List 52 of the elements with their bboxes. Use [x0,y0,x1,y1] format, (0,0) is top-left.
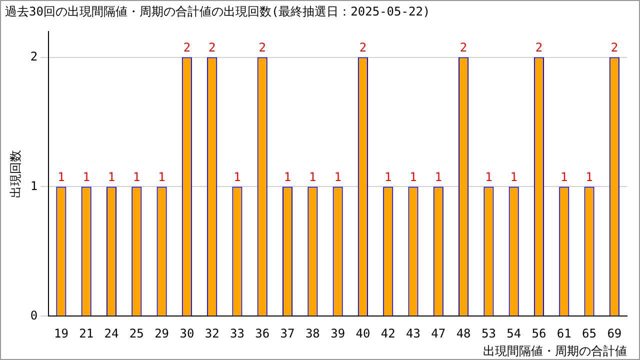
data-label: 2 [610,40,618,54]
x-tick-label: 30 [180,326,194,341]
data-label: 1 [384,170,392,184]
data-label: 1 [485,170,492,184]
x-tick-label: 37 [280,326,295,341]
x-tick-label: 54 [506,326,522,341]
x-tick-label: 69 [607,326,622,341]
x-tick-label: 33 [230,326,244,341]
data-label: 2 [359,40,367,54]
data-label: 1 [108,170,116,184]
data-label: 1 [133,170,140,184]
x-tick-label: 56 [532,326,546,341]
x-tick-label: 47 [431,326,446,341]
data-label: 2 [535,40,543,54]
data-label: 2 [258,40,266,54]
chart-title: 過去30回の出現間隔値・周期の合計値の出現回数(最終抽選日：2025-05-22) [5,4,430,18]
y-axis-title: 出現回数 [8,150,22,198]
x-axis-title: 出現間隔値・周期の合計値 [483,344,627,358]
x-tick-label: 36 [255,326,270,341]
data-label: 1 [158,170,166,184]
x-tick-label: 53 [481,326,496,341]
x-tick-label: 25 [129,326,144,341]
x-tick-label: 32 [204,326,220,341]
x-tick-label: 65 [582,326,597,341]
x-tick-label: 21 [79,326,94,341]
data-label: 2 [183,40,191,54]
x-tick-label: 42 [380,326,396,341]
data-label: 1 [510,170,518,184]
data-label: 2 [208,40,216,54]
x-tick-label: 39 [330,326,346,341]
data-label: 1 [434,170,442,184]
data-label: 1 [234,170,241,184]
x-tick-label: 19 [54,326,68,341]
data-label: 1 [586,170,593,184]
data-label: 1 [334,170,342,184]
data-label: 1 [560,170,568,184]
data-label: 2 [460,40,468,54]
y-tick-label: 2 [30,49,38,64]
x-tick-label: 40 [356,326,370,341]
x-tick-label: 38 [305,326,320,341]
data-label: 1 [410,170,417,184]
x-tick-label: 43 [406,326,420,341]
y-tick-label: 1 [30,178,38,193]
x-tick-label: 48 [456,326,471,341]
y-tick-label: 0 [30,308,38,322]
data-label: 1 [58,170,65,184]
x-tick-label: 24 [104,326,119,341]
x-tick-label: 61 [556,326,572,341]
data-label: 1 [82,170,90,184]
x-tick-label: 29 [154,326,170,341]
data-label: 1 [284,170,292,184]
data-label: 1 [309,170,316,184]
